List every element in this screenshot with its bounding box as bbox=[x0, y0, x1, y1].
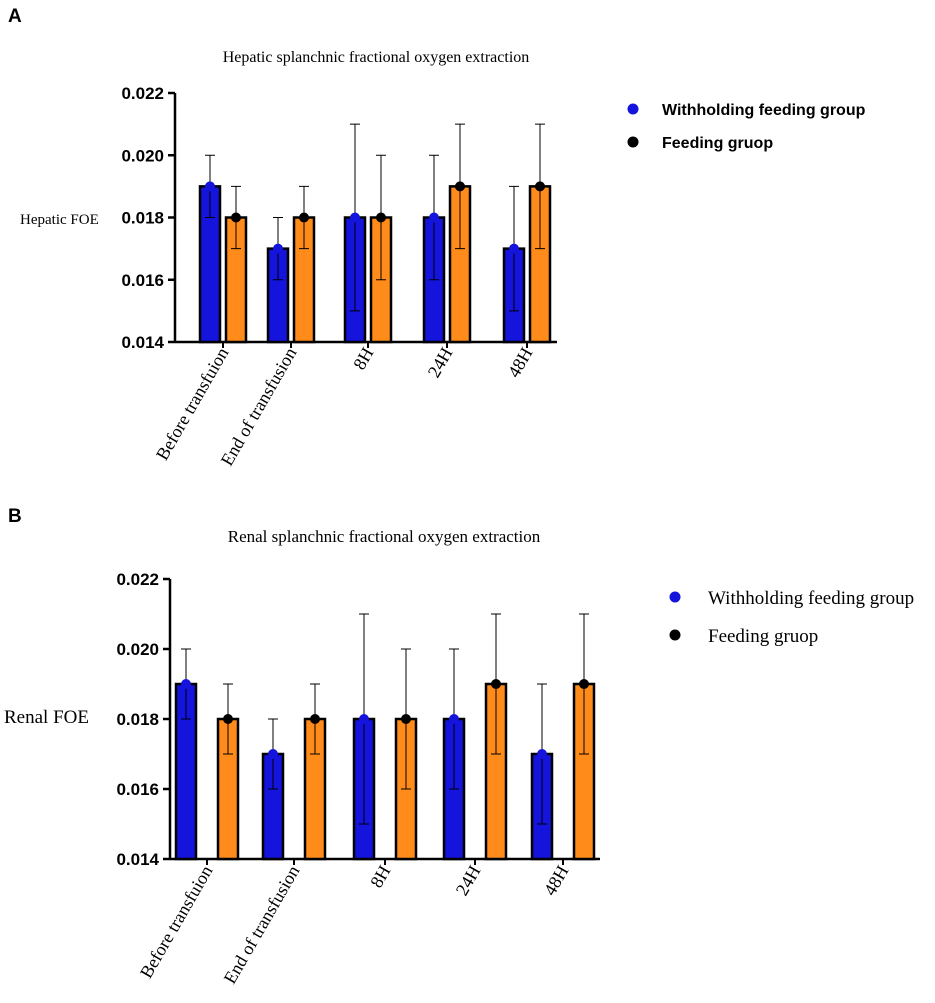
legend-label-withholding: Withholding feeding group bbox=[708, 588, 914, 609]
data-point-withholding bbox=[268, 749, 278, 759]
data-point-withholding bbox=[509, 243, 519, 254]
data-point-withholding bbox=[273, 243, 283, 254]
y-tick-label: 0.020 bbox=[121, 146, 164, 165]
data-point-feeding bbox=[455, 181, 465, 192]
data-point-withholding bbox=[429, 212, 439, 223]
y-tick-label: 0.022 bbox=[116, 570, 159, 589]
x-tick-label: 48H bbox=[504, 344, 537, 381]
data-point-withholding bbox=[449, 714, 459, 724]
data-point-withholding bbox=[359, 714, 369, 724]
y-tick-label: 0.014 bbox=[121, 333, 164, 352]
panel-a-ylabel: Hepatic FOE bbox=[20, 212, 99, 228]
data-point-feeding bbox=[401, 714, 411, 724]
data-point-withholding bbox=[181, 679, 191, 689]
x-tick-label: Before transfuion bbox=[136, 862, 217, 982]
y-tick-label: 0.016 bbox=[121, 271, 164, 290]
x-tick-label: 24H bbox=[452, 862, 485, 899]
y-tick-label: 0.018 bbox=[116, 710, 159, 729]
legend-marker-withholding bbox=[627, 103, 639, 115]
data-point-feeding bbox=[310, 714, 320, 724]
x-tick-label: 8H bbox=[366, 862, 394, 891]
x-tick-label: End of transfusion bbox=[217, 344, 301, 469]
panel-a-letter: A bbox=[8, 6, 22, 27]
data-point-feeding bbox=[579, 679, 589, 689]
panel-a-plot: 0.014 0.016 0.018 0.020 0.022 Before transfui… bbox=[121, 84, 557, 469]
data-point-feeding bbox=[491, 679, 501, 689]
legend-label-feeding: Feeding gruop bbox=[708, 626, 818, 647]
panel-a-legend: Withholding feeding group Feeding gruop bbox=[627, 102, 866, 152]
legend-marker-withholding bbox=[669, 591, 681, 603]
y-tick-label: 0.022 bbox=[121, 84, 164, 103]
data-point-feeding bbox=[223, 714, 233, 724]
data-point-feeding bbox=[535, 181, 545, 192]
x-tick-label: 8H bbox=[349, 344, 377, 373]
panel-b-title: Renal splanchnic fractional oxygen extra… bbox=[228, 527, 541, 546]
x-tick-label: 48H bbox=[540, 862, 573, 899]
data-point-feeding bbox=[231, 212, 241, 223]
panel-b: B Renal splanchnic fractional oxygen ext… bbox=[4, 506, 914, 987]
x-tick-label: 24H bbox=[424, 344, 457, 381]
data-point-withholding bbox=[205, 181, 215, 192]
panel-b-plot: 0.014 0.016 0.018 0.020 0.022 Before transfui… bbox=[116, 570, 600, 987]
data-point-feeding bbox=[376, 212, 386, 223]
x-tick-label: Before transfuion bbox=[152, 344, 233, 464]
y-tick-label: 0.016 bbox=[116, 780, 159, 799]
data-point-withholding bbox=[350, 212, 360, 223]
legend-marker-feeding bbox=[627, 136, 639, 148]
legend-label-withholding: Withholding feeding group bbox=[662, 102, 866, 119]
data-point-feeding bbox=[299, 212, 309, 223]
panel-b-letter: B bbox=[8, 506, 22, 527]
legend-marker-feeding bbox=[669, 629, 681, 641]
panel-b-legend: Withholding feeding group Feeding gruop bbox=[669, 588, 914, 647]
y-tick-label: 0.014 bbox=[116, 850, 159, 869]
y-tick-label: 0.020 bbox=[116, 640, 159, 659]
y-tick-label: 0.018 bbox=[121, 209, 164, 228]
x-tick-label: End of transfusion bbox=[220, 862, 304, 987]
panel-a: A Hepatic splanchnic fractional oxygen e… bbox=[8, 6, 866, 469]
legend-label-feeding: Feeding gruop bbox=[662, 135, 773, 152]
data-point-withholding bbox=[537, 749, 547, 759]
panel-b-ylabel: Renal FOE bbox=[4, 707, 89, 728]
panel-a-title: Hepatic splanchnic fractional oxygen ext… bbox=[223, 49, 530, 66]
